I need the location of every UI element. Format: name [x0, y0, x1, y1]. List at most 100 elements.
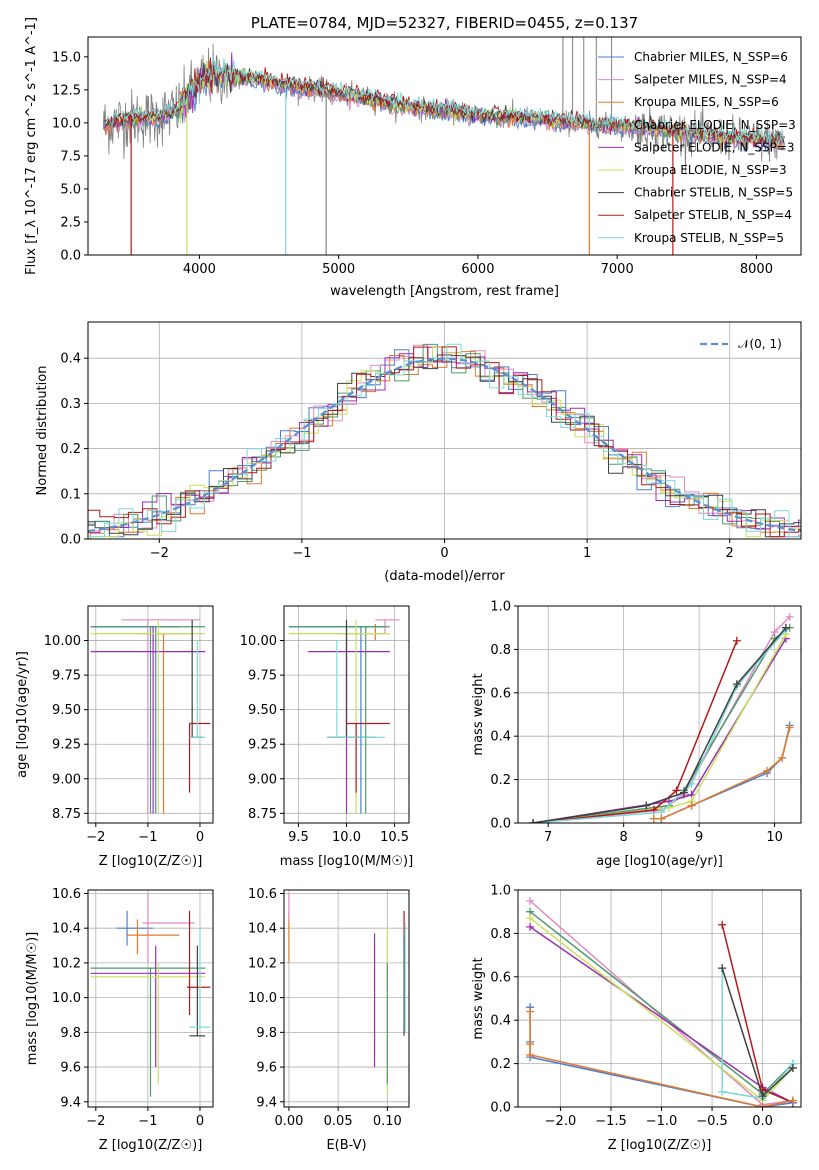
spectrum-axes: 4000 5000 6000 7000 8000 0.0 2.5 5.0 7.5 10.0 12.5… — [24, 14, 802, 299]
spectrum-plot-area — [102, 37, 785, 255]
marker-chabrier_stelib — [718, 964, 727, 973]
marker-chabrier_stelib — [781, 623, 790, 632]
age-vs-Z-axes: −2 −1 0 8.75 9.00 9.25 9.50 9.75 10.00 Z [log10(Z… — [15, 605, 214, 869]
errorbar-salpeter_elodie — [90, 626, 206, 814]
mass-vs-ebv-ytick-label: 10.0 — [248, 991, 277, 1006]
mass-vs-Z-xtick-label: −2 — [86, 1114, 105, 1129]
mass-vs-Z-ytick-label: 9.4 — [60, 1095, 81, 1110]
age-vs-Z-ytick-label: 9.25 — [52, 738, 81, 753]
mass-vs-ebv-xlabel: E(B-V) — [326, 1138, 366, 1153]
marker-salpeter_miles — [526, 896, 535, 905]
massweight-vs-age-xlabel: age [log10(age/yr)] — [596, 854, 723, 869]
spectrum-xlabel: wavelength [Angstrom, rest frame] — [330, 284, 559, 299]
marker-chabrier_stelib — [642, 801, 651, 810]
legend-label-chabrier_miles: Chabrier MILES, N_SSP=6 — [634, 50, 788, 64]
mass-vs-Z-xlabel: Z [log10(Z/Z☉)] — [99, 1138, 203, 1153]
errorbar-kroupa_miles — [137, 633, 195, 814]
errorbar-kroupa_miles — [127, 919, 180, 955]
mass-vs-Z-ytick-label: 9.6 — [60, 1061, 81, 1076]
age-vs-mass-xtick-label: 9.5 — [288, 830, 309, 845]
age-vs-mass-plot-area — [284, 606, 409, 823]
spectrum-frame — [87, 36, 802, 256]
age-vs-Z-ytick-label: 8.75 — [52, 807, 81, 822]
errorbar-chabrier_elodie — [90, 967, 206, 1097]
legend-label-salpeter_miles: Salpeter MILES, N_SSP=4 — [634, 73, 787, 87]
mass-vs-Z-ytick-label: 9.8 — [60, 1026, 81, 1041]
errorbar-chabrier_stelib — [327, 619, 376, 738]
histogram-salpeter_elodie — [88, 346, 801, 533]
marker-kroupa_miles — [526, 1050, 535, 1059]
residuals-xtick-label: 1 — [583, 546, 591, 561]
residuals-xtick-label: 2 — [726, 546, 734, 561]
age-vs-mass-frame — [283, 605, 410, 824]
legend-label-gaussian: 𝒩(0, 1) — [738, 337, 782, 351]
marker-salpeter_elodie — [526, 922, 535, 931]
spectrum-ytick-label: 2.5 — [60, 215, 81, 230]
mass-vs-ebv-ytick-label: 9.6 — [256, 1061, 277, 1076]
series-kroupa_elodie — [529, 630, 790, 823]
spectrum-legend: Chabrier MILES, N_SSP=6 Salpeter MILES, N… — [598, 50, 796, 245]
residuals-ytick-label: 0.2 — [60, 442, 81, 457]
spectrum-xtick-label: 5000 — [322, 262, 355, 277]
errorbar-chabrier_miles — [116, 910, 154, 946]
errorbar-salpeter_stelib — [186, 910, 211, 1015]
spectrum-xtick-label: 6000 — [461, 262, 494, 277]
errorbar-kroupa_elodie — [90, 962, 206, 1085]
spectrum-ylabel: Flux [f_λ 10^-17 erg cm^-2 s^-1 A^-1] — [24, 17, 39, 275]
mass-vs-Z-ytick-label: 10.0 — [52, 991, 81, 1006]
spectrum-xtick-label: 7000 — [601, 262, 634, 277]
massweight-vs-age-ytick-label: 0.2 — [490, 773, 511, 788]
series-salpeter_elodie — [529, 634, 790, 823]
histogram-chabrier_miles — [88, 349, 801, 538]
model-spectrum-kroupa_stelib — [104, 55, 785, 146]
age-vs-Z-ytick-label: 10.00 — [44, 634, 81, 649]
age-vs-mass-xtick-label: 10.5 — [380, 830, 409, 845]
residuals-frame — [87, 321, 802, 540]
mass-vs-Z-plot-area — [88, 890, 213, 1107]
series-kroupa_miles — [649, 723, 794, 823]
residuals-ytick-label: 0.3 — [60, 397, 81, 412]
legend-label-salpeter_stelib: Salpeter STELIB, N_SSP=4 — [634, 208, 792, 222]
marker-salpeter_miles — [785, 612, 794, 621]
mass-vs-ebv-plot-area — [284, 890, 409, 1107]
massweight-vs-Z-plot-area — [518, 890, 801, 1107]
mass-vs-Z-ylabel: mass [log10(M/M☉)] — [25, 932, 40, 1065]
massweight-vs-Z-xtick-label: −0.5 — [696, 1114, 728, 1129]
mass-vs-Z-xtick-label: 0 — [196, 1114, 204, 1129]
residuals-axes: −2 −1 0 1 2 0.0 0.1 0.2 0.3 0.4 (data-model)/error… — [35, 321, 802, 584]
spectrum-ytick-label: 15.0 — [52, 50, 81, 65]
age-vs-Z-frame — [87, 605, 214, 824]
legend-label-chabrier_elodie: Chabrier ELODIE, N_SSP=3 — [634, 118, 796, 132]
mass-vs-ebv-xtick-label: 0.10 — [373, 1114, 402, 1129]
age-vs-Z-xtick-label: −2 — [86, 830, 105, 845]
age-vs-Z-plot-area — [88, 606, 213, 823]
errorbar-salpeter_elodie — [90, 945, 206, 1068]
errorbar-kroupa_stelib — [327, 640, 385, 738]
gaussian-reference-curve — [88, 357, 801, 533]
age-vs-Z-ytick-label: 9.00 — [52, 772, 81, 787]
marker-chabrier_stelib — [529, 819, 538, 823]
mass-vs-ebv-axes: 0.00 0.05 0.10 9.4 9.6 9.8 10.0 10.2 10.4 10.6 E(B… — [248, 887, 410, 1153]
marker-chabrier_stelib — [788, 1063, 797, 1072]
marker-kroupa_stelib — [718, 1087, 727, 1096]
age-vs-mass-xlabel: mass [log10(M/M☉)] — [280, 854, 413, 869]
series-chabrier_elodie — [529, 623, 794, 823]
massweight-vs-age-xtick-label: 10 — [766, 830, 783, 845]
errorbar-salpeter_miles — [142, 893, 195, 963]
mass-vs-Z-xtick-label: −1 — [138, 1114, 157, 1129]
errorbar-chabrier_elodie — [288, 626, 390, 814]
massweight-vs-Z-frame — [517, 889, 802, 1108]
legend-label-chabrier_stelib: Chabrier STELIB, N_SSP=5 — [634, 186, 793, 200]
age-vs-mass-axes: 9.5 10.0 10.5 8.75 9.00 9.25 9.50 9.75 10.00 mass… — [240, 605, 413, 869]
spectrum-xtick-label: 8000 — [740, 262, 773, 277]
series-chabrier_stelib — [529, 623, 790, 823]
massweight-vs-age-ytick-label: 0.4 — [490, 730, 511, 745]
spectrum-ytick-label: 7.5 — [60, 149, 81, 164]
marker-salpeter_stelib — [718, 920, 727, 929]
massweight-vs-age-ytick-label: 0.0 — [490, 817, 511, 832]
age-vs-Z-xlabel: Z [log10(Z/Z☉)] — [99, 854, 203, 869]
residuals-xtick-label: −2 — [150, 546, 169, 561]
mass-vs-Z-axes: −2 −1 0 9.4 9.6 9.8 10.0 10.2 10.4 10.6 Z [log10(Z… — [25, 887, 214, 1153]
histogram-salpeter_miles — [88, 344, 801, 538]
